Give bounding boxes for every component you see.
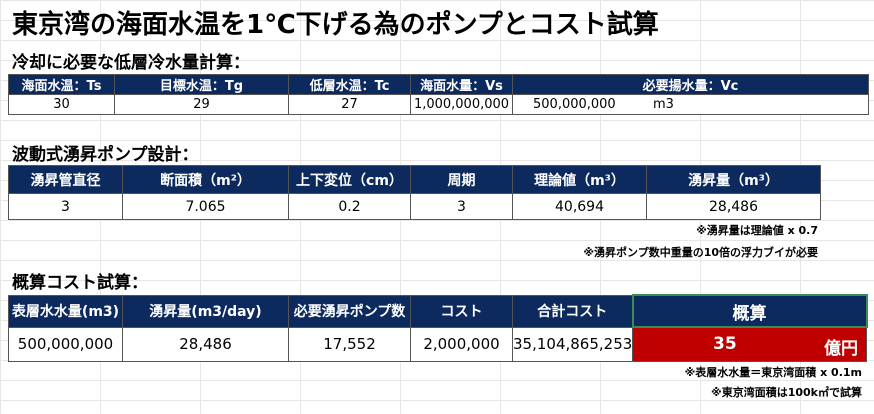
- table-header-row: 海面水温：Ts 目標水温：Tg 低層水温：Tc 海面水量：Vs 必要揚水量：Vc: [8, 74, 869, 95]
- note-upwelling-ratio: ※湧昇量は理論値 x 0.7: [696, 224, 818, 237]
- table-header-row: 湧昇管直径 断面積（m²） 上下変位（cm） 周期 理論値（m³） 湧昇量（m³…: [8, 165, 821, 194]
- value-cell-vc[interactable]: 500,000,000 m3: [512, 94, 869, 115]
- header-cell-total-cost[interactable]: 合計コスト: [512, 294, 633, 328]
- header-cell-surface-volume[interactable]: 表層水水量(m3): [8, 294, 123, 328]
- value-cell-pump-count[interactable]: 17,552: [288, 326, 411, 362]
- note-surface-volume: ※表層水水量＝東京湾面積 x 0.1m: [684, 366, 862, 379]
- value-cell-upwelling[interactable]: 28,486: [646, 193, 821, 220]
- header-cell-upwelling[interactable]: 湧昇量（m³）: [646, 165, 821, 194]
- value-cell-total-cost[interactable]: 35,104,865,253: [512, 326, 633, 362]
- page-title: 東京湾の海面水温を1℃下げる為のポンプとコスト試算: [12, 10, 659, 40]
- value-cell-period[interactable]: 3: [410, 193, 513, 220]
- header-cell-tg[interactable]: 目標水温：Tg: [114, 74, 289, 95]
- estimate-value: 35: [713, 334, 737, 354]
- value-cell-tg[interactable]: 29: [114, 94, 289, 115]
- table-header-row: 表層水水量(m3) 湧昇量(m3/day) 必要湧昇ポンプ数 コスト 合計コスト…: [8, 294, 868, 328]
- value-cell-surface-volume[interactable]: 500,000,000: [8, 326, 123, 362]
- section3-table: 表層水水量(m3) 湧昇量(m3/day) 必要湧昇ポンプ数 コスト 合計コスト…: [8, 294, 868, 362]
- header-cell-theoretical[interactable]: 理論値（m³）: [512, 165, 647, 194]
- header-cell-diameter[interactable]: 湧昇管直径: [8, 165, 123, 194]
- header-cell-vc[interactable]: 必要揚水量：Vc: [512, 74, 869, 95]
- value-cell-estimate[interactable]: 35 億円: [632, 326, 867, 362]
- note-buoy: ※湧昇ポンプ数中重量の10倍の浮力ブイが必要: [583, 246, 818, 259]
- vc-unit: m3: [653, 97, 674, 112]
- value-cell-cost[interactable]: 2,000,000: [410, 326, 513, 362]
- estimate-unit: 億円: [824, 339, 858, 359]
- section1-heading: 冷却に必要な低層冷水量計算：: [12, 53, 250, 73]
- value-cell-area[interactable]: 7.065: [122, 193, 289, 220]
- value-cell-tc[interactable]: 27: [288, 94, 411, 115]
- value-cell-displacement[interactable]: 0.2: [288, 193, 411, 220]
- header-cell-area[interactable]: 断面積（m²）: [122, 165, 289, 194]
- header-cell-period[interactable]: 周期: [410, 165, 513, 194]
- table-row: 500,000,000 28,486 17,552 2,000,000 35,1…: [8, 326, 867, 362]
- header-cell-estimate[interactable]: 概算: [631, 294, 868, 328]
- section1-table: 海面水温：Ts 目標水温：Tg 低層水温：Tc 海面水量：Vs 必要揚水量：Vc…: [8, 74, 869, 115]
- value-cell-diameter[interactable]: 3: [8, 193, 123, 220]
- header-cell-cost[interactable]: コスト: [410, 294, 513, 328]
- section2-heading: 波動式湧昇ポンプ設計：: [12, 145, 199, 165]
- header-cell-tc[interactable]: 低層水温：Tc: [288, 74, 411, 95]
- header-cell-displacement[interactable]: 上下変位（cm）: [288, 165, 411, 194]
- table-row: 3 7.065 0.2 3 40,694 28,486: [8, 193, 821, 220]
- vc-value: 500,000,000: [533, 97, 616, 112]
- section2-table: 湧昇管直径 断面積（m²） 上下変位（cm） 周期 理論値（m³） 湧昇量（m³…: [8, 165, 821, 220]
- header-cell-upwelling-per-day[interactable]: 湧昇量(m3/day): [122, 294, 289, 328]
- note-bay-area: ※東京湾面積は100k㎡で試算: [711, 386, 862, 399]
- header-cell-vs[interactable]: 海面水量：Vs: [410, 74, 513, 95]
- value-cell-upwelling-per-day[interactable]: 28,486: [122, 326, 289, 362]
- table-row: 30 29 27 1,000,000,000 500,000,000 m3: [8, 94, 869, 115]
- value-cell-ts[interactable]: 30: [8, 94, 115, 115]
- header-cell-ts[interactable]: 海面水温：Ts: [8, 74, 115, 95]
- value-cell-theoretical[interactable]: 40,694: [512, 193, 647, 220]
- section3-heading: 概算コスト試算：: [12, 273, 148, 293]
- header-cell-pump-count[interactable]: 必要湧昇ポンプ数: [288, 294, 411, 328]
- value-cell-vs[interactable]: 1,000,000,000: [410, 94, 513, 115]
